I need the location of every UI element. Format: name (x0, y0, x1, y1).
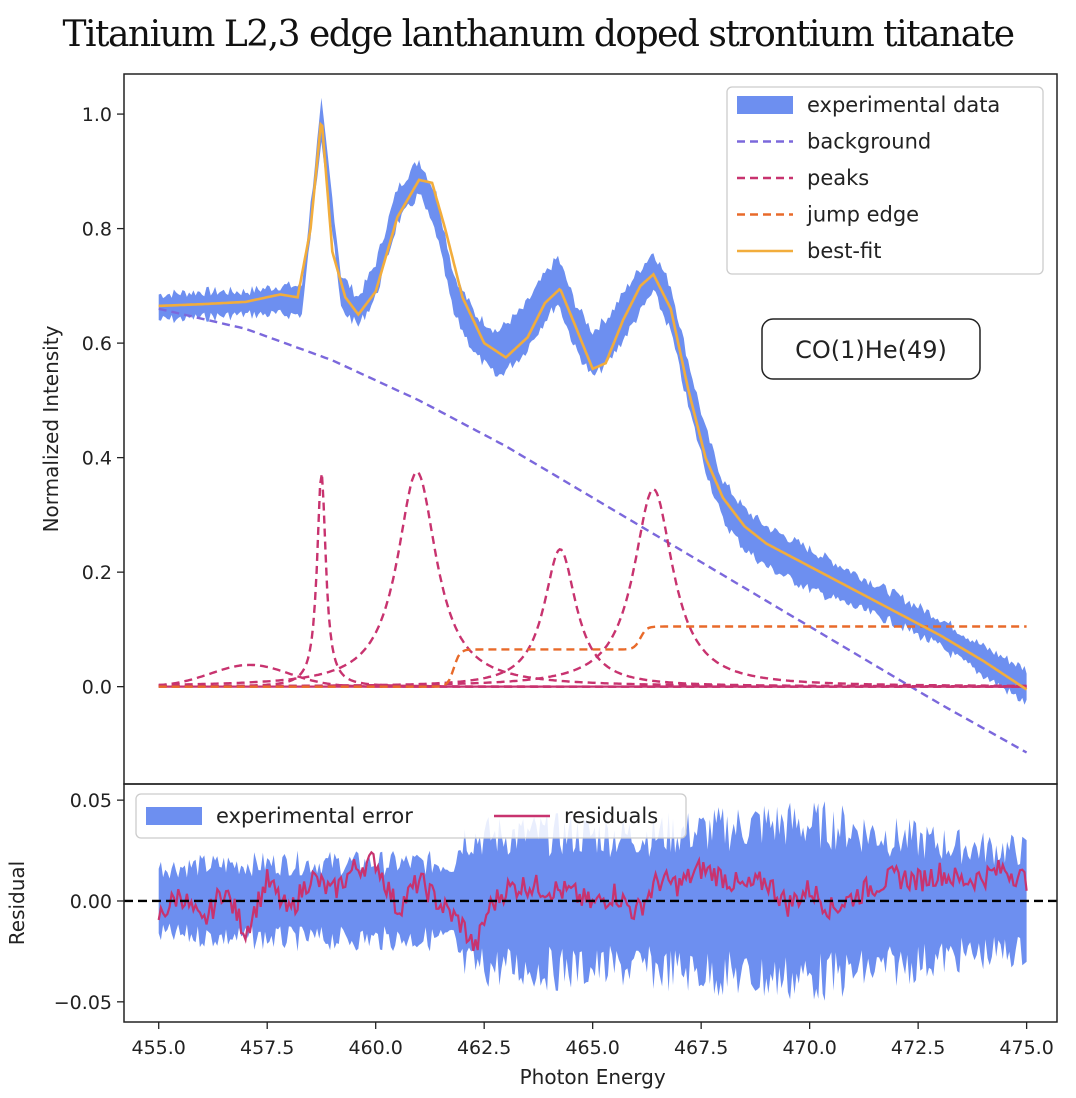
res-y-tick-label: −0.05 (54, 992, 112, 1014)
main-y-tick-label: 0.0 (82, 677, 112, 699)
best-fit-line (158, 121, 1028, 691)
x-tick-label: 462.5 (457, 1037, 511, 1059)
main-y-tick-label: 0.2 (82, 562, 112, 584)
residual-plot (124, 801, 1057, 1001)
peak-line-2 (158, 473, 1027, 688)
legend-label-experimental-data: experimental data (807, 93, 1000, 117)
main-y-tick-label: 0.6 (82, 333, 112, 355)
main-y-axis-label: Normalized Intensity (39, 325, 63, 532)
experimental-data-band (158, 97, 1027, 705)
res-y-tick-label: 0.00 (70, 891, 112, 913)
legend-label-residuals: residuals (564, 804, 658, 828)
x-axis-label: Photon Energy (520, 1065, 666, 1089)
legend-label-best-fit: best-fit (807, 239, 881, 263)
annotation-box (761, 318, 981, 380)
legend-label-jump-edge: jump edge (806, 203, 919, 227)
legend-label-experimental-error: experimental error (216, 804, 413, 828)
x-tick-label: 457.5 (240, 1037, 294, 1059)
legend-swatch-experimental-error (146, 807, 202, 825)
main-y-tick-label: 0.8 (82, 219, 112, 241)
x-tick-label: 460.0 (348, 1037, 402, 1059)
x-tick-label: 475.0 (999, 1037, 1053, 1059)
residual-axes-frame (123, 783, 1058, 1023)
residual-legend-box (135, 793, 687, 839)
legend-label-background: background (807, 130, 931, 154)
x-tick-label: 470.0 (782, 1037, 836, 1059)
peak-line-3 (158, 470, 1027, 688)
x-tick-label: 472.5 (891, 1037, 945, 1059)
res-y-tick-label: 0.05 (70, 790, 112, 812)
legend-label-peaks: peaks (807, 166, 869, 190)
peak-line-5 (158, 487, 1027, 688)
main-plot (158, 97, 1028, 754)
legend-swatch-experimental-data (737, 96, 793, 114)
main-y-tick-label: 0.4 (82, 448, 112, 470)
jump-edge-line (158, 625, 1027, 688)
chart-title: Titanium L2,3 edge lanthanum doped stron… (62, 14, 1015, 55)
annotation-text: CO(1)He(49) (795, 336, 947, 364)
main-legend-box (726, 86, 1044, 275)
residual-y-axis-label: Residual (5, 861, 29, 945)
background-line (158, 307, 1028, 754)
axes-layer: 0.0 0.2 0.4 0.6 0.8 1.0 −0.05 0.00 0.05 455.0 457.… (5, 73, 1058, 1089)
x-tick-label: 467.5 (674, 1037, 728, 1059)
x-tick-label: 455.0 (132, 1037, 186, 1059)
x-tick-label: 465.0 (565, 1037, 619, 1059)
main-y-tick-label: 1.0 (82, 104, 112, 126)
